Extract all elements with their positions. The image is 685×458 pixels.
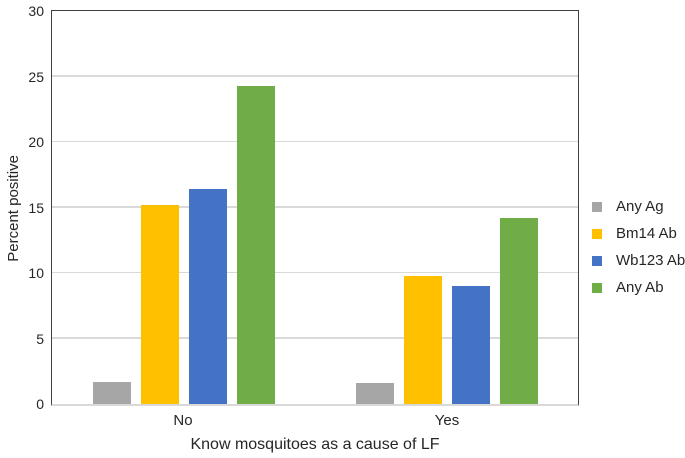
- bar-any-ab-no: [236, 85, 275, 404]
- bar-wb123-ab-yes: [451, 286, 490, 404]
- y-tick-label-15: 15: [28, 199, 44, 216]
- legend-label-any-ab: Any Ab: [616, 279, 664, 296]
- gridline-5: [52, 337, 578, 339]
- legend-label-bm14-ab: Bm14 Ab: [616, 225, 677, 242]
- y-axis-tick-labels: 0 5 10 15 20 25 30: [0, 3, 44, 412]
- legend-item-any-ag: Any Ag: [592, 193, 685, 220]
- bar-any-ab-yes: [499, 217, 538, 404]
- x-tick-label-yes: Yes: [434, 412, 460, 429]
- bar-group-yes: [315, 11, 578, 404]
- plot-area: [51, 10, 579, 406]
- x-axis-category-labels: No Yes: [51, 412, 579, 430]
- legend-item-any-ab: Any Ab: [592, 274, 685, 301]
- x-tick-label-no: No: [173, 412, 193, 429]
- x-axis-title: Know mosquitoes as a cause of LF: [190, 436, 440, 453]
- gridline-25: [52, 75, 578, 77]
- bar-any-ag-yes: [355, 383, 394, 404]
- bar-bm14-ab-no: [140, 204, 179, 404]
- bar-bm14-ab-yes: [403, 275, 442, 404]
- legend-swatch-any-ag: [592, 201, 602, 212]
- bar-any-ag-no: [92, 381, 131, 404]
- legend-label-wb123-ab: Wb123 Ab: [616, 252, 685, 269]
- y-tick-label-25: 25: [28, 68, 44, 85]
- y-tick-label-30: 30: [28, 3, 44, 19]
- y-tick-label-10: 10: [28, 265, 44, 282]
- y-tick-label-5: 5: [36, 330, 44, 347]
- bar-group-no: [52, 11, 315, 404]
- legend-item-wb123-ab: Wb123 Ab: [592, 247, 685, 274]
- legend-swatch-any-ab: [592, 282, 602, 293]
- legend-label-any-ag: Any Ag: [616, 198, 664, 215]
- gridline-20: [52, 140, 578, 143]
- legend-swatch-bm14-ab: [592, 228, 602, 239]
- y-tick-label-20: 20: [28, 134, 44, 151]
- gridline-10: [52, 271, 578, 274]
- legend-item-bm14-ab: Bm14 Ab: [592, 220, 685, 247]
- legend: Any Ag Bm14 Ab Wb123 Ab Any Ab: [592, 193, 685, 301]
- y-tick-label-0: 0: [36, 396, 44, 412]
- legend-swatch-wb123-ab: [592, 255, 602, 266]
- bar-wb123-ab-no: [188, 189, 227, 404]
- gridline-15: [52, 206, 578, 208]
